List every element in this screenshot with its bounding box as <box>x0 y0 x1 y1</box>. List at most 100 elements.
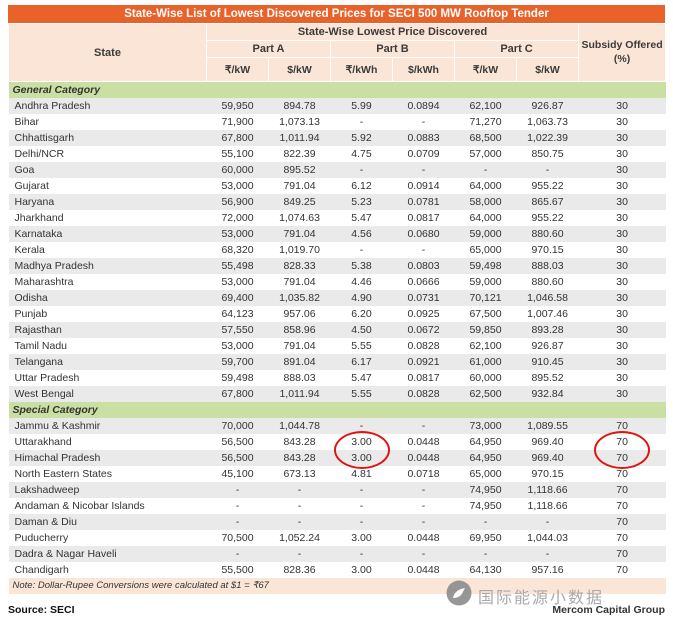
price-value: 828.36 <box>268 562 331 578</box>
price-value: 791.04 <box>268 274 331 290</box>
subsidy-value: 70 <box>578 514 666 530</box>
state-name: Tamil Nadu <box>8 338 207 354</box>
col-header-part-a: Part A <box>206 40 331 58</box>
price-value: 69,950 <box>454 530 517 546</box>
price-value: - <box>392 482 455 498</box>
price-value: - <box>206 546 269 562</box>
price-value: 0.0448 <box>392 434 455 450</box>
price-value: 59,950 <box>206 98 269 114</box>
price-value: 5.38 <box>330 258 393 274</box>
price-value: - <box>516 546 579 562</box>
price-value: 970.15 <box>516 242 579 258</box>
price-value: 74,950 <box>454 482 517 498</box>
subsidy-value: 30 <box>578 98 666 114</box>
price-value: 64,000 <box>454 210 517 226</box>
state-name: Rajasthan <box>8 322 207 338</box>
price-value: 843.28 <box>268 434 331 450</box>
subsidy-value: 30 <box>578 178 666 194</box>
section-header-row: General Category <box>8 81 666 98</box>
price-value: - <box>206 482 269 498</box>
table-row: Karnataka 53,000 791.04 4.56 0.0680 59,000 880… <box>8 226 666 242</box>
price-value: 926.87 <box>516 98 579 114</box>
price-value: 0.0828 <box>392 386 455 402</box>
table-body: General Category Andhra Pradesh 59,950 894.… <box>8 81 666 578</box>
price-value: 4.50 <box>330 322 393 338</box>
price-value: 72,000 <box>206 210 269 226</box>
price-value: 895.52 <box>268 162 331 178</box>
price-value: 57,000 <box>454 146 517 162</box>
price-value: 849.25 <box>268 194 331 210</box>
subsidy-value: 30 <box>578 130 666 146</box>
table-row: Uttar Pradesh 59,498 888.03 5.47 0.0817 60,00… <box>8 370 666 386</box>
price-value: 3.00 <box>330 434 393 450</box>
subsidy-value: 30 <box>578 386 666 402</box>
state-name: Telangana <box>8 354 207 370</box>
price-value: 74,950 <box>454 498 517 514</box>
price-value: 56,500 <box>206 434 269 450</box>
unit-header-part-c-inr: ₹/kW <box>454 57 517 82</box>
price-value: 0.0914 <box>392 178 455 194</box>
subsidy-value: 30 <box>578 210 666 226</box>
price-value: 0.0781 <box>392 194 455 210</box>
table-header: State State-Wise Lowest Price Discovered… <box>8 23 667 82</box>
price-value: 60,000 <box>206 162 269 178</box>
price-value: 0.0666 <box>392 274 455 290</box>
state-name: Kerala <box>8 242 207 258</box>
price-value: 1,073.13 <box>268 114 331 130</box>
subsidy-value: 70 <box>578 450 666 466</box>
price-value: 0.0921 <box>392 354 455 370</box>
price-value: 0.0709 <box>392 146 455 162</box>
price-value: 6.20 <box>330 306 393 322</box>
price-value: - <box>392 498 455 514</box>
table-row: North Eastern States 45,100 673.13 4.81 0.07… <box>8 466 666 482</box>
state-name: Karnataka <box>8 226 207 242</box>
state-name: Bihar <box>8 114 207 130</box>
price-value: 56,500 <box>206 450 269 466</box>
price-value: 70,121 <box>454 290 517 306</box>
header-row-units: ₹/kW $/kW ₹/kWh $/kWh ₹/kW $/kW <box>9 57 666 82</box>
table-row: Andaman & Nicobar Islands - - - -74,950 1,118… <box>8 498 666 514</box>
price-value: - <box>330 498 393 514</box>
price-value: 6.12 <box>330 178 393 194</box>
price-value: 926.87 <box>516 338 579 354</box>
price-table: State State-Wise Lowest Price Discovered… <box>8 23 667 594</box>
subsidy-value: 70 <box>578 466 666 482</box>
price-value: 1,035.82 <box>268 290 331 306</box>
price-value: 893.28 <box>516 322 579 338</box>
table-row: Jammu & Kashmir 70,000 1,044.78- -73,000 1,0… <box>8 418 666 434</box>
price-value: - <box>330 242 393 258</box>
state-name: Uttarakhand <box>8 434 207 450</box>
state-name: Odisha <box>8 290 207 306</box>
table-row: Madhya Pradesh 55,498 828.33 5.38 0.0803 59,4… <box>8 258 666 274</box>
table-row: Telangana 59,700 891.04 6.17 0.0921 61,000 910… <box>8 354 666 370</box>
state-name: Chhattisgarh <box>8 130 207 146</box>
price-value: 970.15 <box>516 466 579 482</box>
price-value: 5.99 <box>330 98 393 114</box>
price-value: 822.39 <box>268 146 331 162</box>
price-value: 45,100 <box>206 466 269 482</box>
subsidy-value: 70 <box>578 530 666 546</box>
state-name: North Eastern States <box>8 466 207 482</box>
subsidy-value: 70 <box>578 498 666 514</box>
table-row: Goa 60,000 895.52- - - -30 <box>8 162 666 178</box>
section-label: Special Category <box>8 402 666 418</box>
state-name: Lakshadweep <box>8 482 207 498</box>
price-value: 0.0718 <box>392 466 455 482</box>
state-name: Madhya Pradesh <box>8 258 207 274</box>
state-name: Uttar Pradesh <box>8 370 207 386</box>
price-value: 59,498 <box>206 370 269 386</box>
price-value: 828.33 <box>268 258 331 274</box>
price-value: 0.0883 <box>392 130 455 146</box>
unit-header-part-a-usd: $/kW <box>268 57 331 82</box>
subsidy-value: 30 <box>578 274 666 290</box>
table-title: State-Wise List of Lowest Discovered Pri… <box>8 5 665 23</box>
state-name: Punjab <box>8 306 207 322</box>
col-header-part-c: Part C <box>453 40 580 58</box>
price-value: 68,320 <box>206 242 269 258</box>
price-value: - <box>516 514 579 530</box>
price-value: 4.81 <box>330 466 393 482</box>
subsidy-value: 30 <box>578 194 666 210</box>
price-value: 955.22 <box>516 178 579 194</box>
table-row: Gujarat 53,000 791.04 6.12 0.0914 64,000 955.2… <box>8 178 666 194</box>
